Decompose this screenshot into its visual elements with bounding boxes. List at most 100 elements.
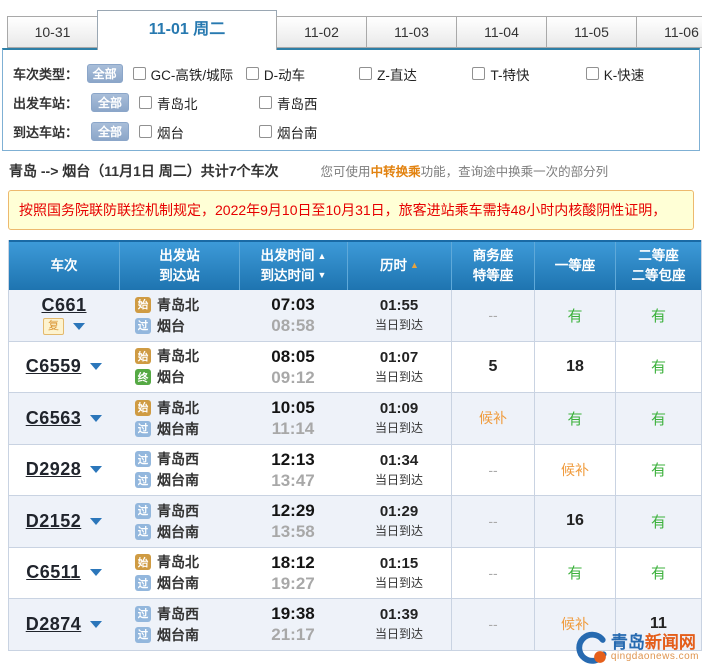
- expand-caret-icon[interactable]: [90, 466, 103, 474]
- checkbox-icon[interactable]: [359, 67, 373, 80]
- station-name: 烟台南: [157, 420, 199, 437]
- watermark-url: qingdaonews.com: [610, 650, 699, 662]
- table-header-row: 车次 出发站 到达站 出发时间 ▲ 到达时间 ▼ 历时 ▲ 商务座 特等座 一等座 二等…: [9, 240, 701, 290]
- arrival-time: 13:47: [271, 470, 315, 490]
- train-cell: C661 复: [9, 290, 119, 341]
- transfer-link[interactable]: 中转换乘: [370, 165, 421, 179]
- checkbox-icon[interactable]: [139, 125, 152, 138]
- filter-option[interactable]: GC-高铁/城际: [132, 64, 246, 84]
- expand-caret-icon[interactable]: [90, 517, 103, 525]
- seat-second-class: 有: [615, 547, 701, 598]
- date-tab-11-01[interactable]: 11-01 周二: [97, 10, 277, 50]
- date-tab-11-05[interactable]: 11-05: [546, 16, 637, 48]
- filter-all-button[interactable]: 全部: [86, 64, 123, 83]
- arrive-note: 当日到达: [374, 627, 423, 642]
- checkbox-icon[interactable]: [585, 67, 599, 80]
- filter-option[interactable]: K-快速: [585, 64, 699, 84]
- station-type-badge: 过: [135, 317, 151, 334]
- filter-option[interactable]: 烟台: [139, 122, 259, 142]
- departure-time: 12:29: [271, 501, 315, 521]
- station-type-badge: 始: [135, 554, 151, 571]
- station-type-badge: 过: [135, 523, 151, 540]
- train-link[interactable]: D2152: [25, 510, 82, 531]
- checkbox-icon[interactable]: [472, 67, 486, 80]
- seat-second-class: 有: [615, 341, 701, 392]
- filter-option[interactable]: 青岛北: [139, 93, 259, 113]
- seat-second-class: 有: [615, 444, 701, 495]
- stations-cell: 过青岛西过烟台南: [119, 496, 239, 547]
- filter-option[interactable]: Z-直达: [359, 64, 472, 84]
- train-cell: C6511: [9, 548, 119, 599]
- checkbox-icon[interactable]: [259, 125, 272, 138]
- seat-business: --: [451, 599, 534, 650]
- seat-first-class: 16: [534, 496, 615, 547]
- sort-duration-icon[interactable]: ▲: [410, 260, 419, 271]
- filter-option[interactable]: T-特快: [472, 64, 585, 84]
- times-cell: 12:13 13:47: [239, 445, 347, 496]
- stations-cell: 始青岛北过烟台南: [119, 548, 239, 599]
- filter-all-button[interactable]: 全部: [91, 122, 129, 141]
- covid-notice: 按照国务院联防联控机制规定，2022年9月10日至10月31日，旅客进站乘车需持…: [8, 190, 694, 230]
- date-tab-11-02[interactable]: 11-02: [276, 16, 367, 48]
- arrive-note: 当日到达: [374, 369, 423, 384]
- filter-row: 出发车站： 全部 青岛北 青岛西: [13, 88, 699, 117]
- filter-option[interactable]: D-动车: [245, 64, 359, 84]
- col-header-stations: 出发站 到达站: [119, 242, 239, 290]
- departure-time: 19:38: [271, 604, 315, 624]
- train-row-C6511: C6511 始青岛北过烟台南 18:12 19:27 01:15 当日到达 -- 有有: [9, 547, 701, 599]
- station-name: 青岛北: [157, 296, 199, 313]
- expand-caret-icon[interactable]: [90, 620, 103, 628]
- seat-business: 候补: [451, 393, 534, 444]
- station-type-badge: 过: [135, 420, 151, 437]
- sort-dep-asc-icon[interactable]: ▲: [317, 250, 327, 261]
- train-cell: D2928: [9, 445, 119, 496]
- duration-cell: 01:34 当日到达: [347, 445, 451, 496]
- filter-option[interactable]: 烟台南: [259, 122, 379, 142]
- arrive-note: 当日到达: [374, 575, 423, 590]
- expand-caret-icon[interactable]: [89, 569, 102, 577]
- seat-business: --: [451, 496, 534, 547]
- seat-second-class: 有: [615, 290, 701, 341]
- expand-caret-icon[interactable]: [90, 363, 103, 371]
- checkbox-icon[interactable]: [132, 67, 146, 80]
- duration-value: 01:07: [379, 348, 419, 366]
- col-header-times[interactable]: 出发时间 ▲ 到达时间 ▼: [239, 242, 347, 290]
- station-name: 青岛西: [157, 605, 199, 622]
- train-link[interactable]: C6511: [26, 562, 81, 583]
- col-header-duration[interactable]: 历时 ▲: [347, 242, 451, 290]
- arrive-note: 当日到达: [374, 421, 423, 436]
- checkbox-icon[interactable]: [139, 96, 152, 109]
- seat-first-class: 候补: [534, 444, 615, 495]
- expand-caret-icon[interactable]: [90, 414, 103, 422]
- arrival-time: 11:14: [271, 419, 315, 439]
- duration-cell: 01:29 当日到达: [347, 496, 451, 547]
- date-tab-10-31[interactable]: 10-31: [7, 16, 98, 48]
- train-link[interactable]: C661: [41, 295, 87, 316]
- train-link[interactable]: C6559: [25, 356, 82, 377]
- fuxing-badge: 复: [43, 318, 64, 336]
- train-row-D2928: D2928 过青岛西过烟台南 12:13 13:47 01:34 当日到达 -- 候补有: [9, 444, 701, 496]
- col-header-first-class: 一等座: [534, 242, 615, 290]
- filter-row: 车次类型： 全部 GC-高铁/城际 D-动车 Z-直达 T-特快 K-快速: [13, 59, 699, 88]
- station-type-badge: 过: [135, 605, 151, 622]
- filter-option[interactable]: 青岛西: [259, 93, 379, 113]
- table-body: C661 复始青岛北过烟台 07:03 08:58 01:55 当日到达 -- 有有 C6559…: [9, 290, 701, 651]
- stations-cell: 始青岛北过烟台南: [119, 393, 239, 444]
- date-tab-11-04[interactable]: 11-04: [456, 16, 547, 48]
- station-type-badge: 始: [135, 296, 151, 313]
- col-header-train: 车次: [50, 258, 78, 274]
- times-cell: 12:29 13:58: [239, 496, 347, 547]
- train-link[interactable]: C6563: [25, 407, 82, 428]
- date-tab-11-06[interactable]: 11-06: [636, 16, 702, 48]
- train-link[interactable]: D2874: [25, 613, 82, 634]
- train-link[interactable]: D2928: [25, 459, 82, 480]
- seat-first-class: 候补: [534, 599, 615, 650]
- checkbox-icon[interactable]: [259, 96, 272, 109]
- date-tab-11-03[interactable]: 11-03: [366, 16, 457, 48]
- sort-arr-desc-icon[interactable]: ▼: [317, 270, 327, 281]
- times-cell: 07:03 08:58: [239, 290, 347, 341]
- filter-all-button[interactable]: 全部: [91, 93, 129, 112]
- checkbox-icon[interactable]: [245, 67, 259, 80]
- expand-caret-icon[interactable]: [73, 323, 85, 331]
- station-name: 烟台南: [157, 575, 199, 592]
